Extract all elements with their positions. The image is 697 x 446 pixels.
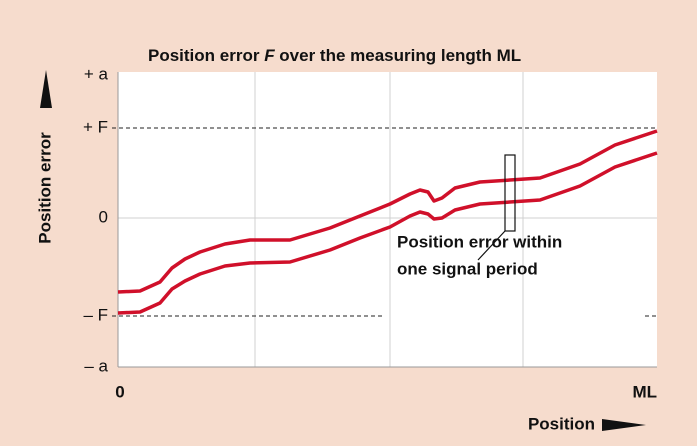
grid bbox=[118, 72, 657, 367]
lower-curve bbox=[117, 151, 658, 315]
y-tick-label: + a bbox=[84, 64, 109, 83]
title-symbol: F bbox=[264, 46, 275, 65]
upper-curve bbox=[117, 129, 658, 294]
annotation: one signal period bbox=[397, 259, 538, 278]
leader-line bbox=[477, 230, 506, 261]
y-tick-label: + F bbox=[83, 117, 108, 136]
title-text: over the measuring length ML bbox=[275, 46, 522, 65]
y-tick-label: – F bbox=[83, 305, 108, 324]
plot-area bbox=[118, 72, 657, 367]
y-tick-label: – a bbox=[84, 356, 108, 375]
x-tick-label: ML bbox=[632, 382, 657, 401]
title-text: Position error bbox=[148, 46, 264, 65]
y-arrow bbox=[40, 70, 52, 108]
x-axis-label: Position bbox=[528, 414, 595, 433]
x-tick-label: 0 bbox=[115, 382, 124, 401]
y-axis-label: Position error bbox=[35, 132, 54, 244]
y-tick-label: 0 bbox=[99, 207, 108, 226]
annotation: Position error within bbox=[397, 232, 562, 251]
title: Position error F over the measuring leng… bbox=[148, 46, 521, 65]
x-arrow bbox=[602, 419, 646, 431]
period-marker bbox=[504, 154, 516, 232]
